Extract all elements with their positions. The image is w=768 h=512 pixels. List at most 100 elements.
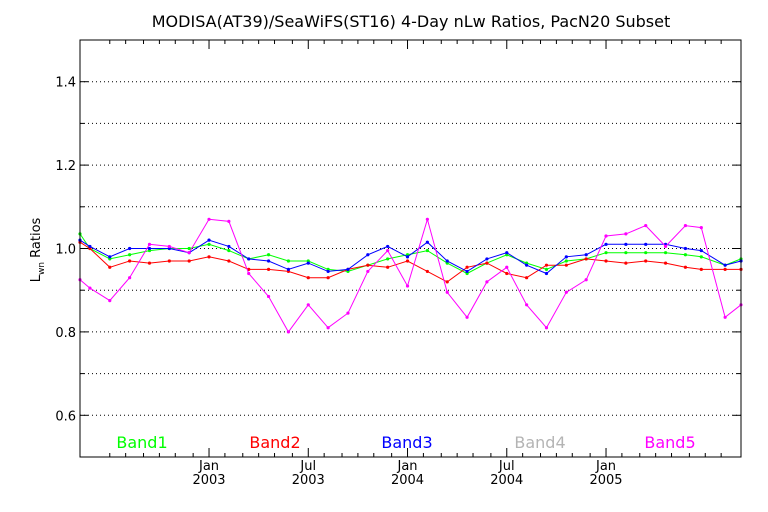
x-tick-label-year: 2005 [589,473,622,488]
data-point [683,246,688,251]
data-point [386,257,390,261]
data-point [425,248,429,253]
data-point [485,257,489,261]
data-point [683,223,688,228]
data-point [699,267,703,271]
x-tick-label-month: Jul [299,459,316,474]
data-point [286,330,291,334]
y-tick-label: 0.6 [55,409,76,424]
data-point [108,265,112,269]
data-point [386,244,390,249]
data-point [247,257,251,261]
y-axis: 0.6 0.8 1.0 1.2 1.4 [55,39,741,458]
data-point [207,242,211,246]
data-point [699,226,703,230]
x-tick-label-year: 2004 [490,473,523,488]
data-point [723,263,727,267]
data-point [505,265,509,269]
data-point [147,261,152,265]
data-point [147,246,152,251]
data-point [386,265,390,269]
y-tick-label: 1.4 [55,76,76,91]
legend-item-band1: Band1 [116,433,167,452]
data-point [108,255,112,259]
data-point [604,242,608,246]
legend: Band1 Band2 Band3 Band4 Band5 [116,433,695,452]
data-point [366,263,370,267]
data-point [88,244,92,249]
data-point [564,263,568,267]
series-line-band5 [79,217,742,333]
data-point [286,259,291,263]
chart-title: MODISA(AT39)/SeaWiFS(ST16) 4-Day nLw Rat… [152,12,671,31]
data-point [525,276,529,280]
data-point [604,259,608,263]
data-point [445,259,449,263]
data-point [187,259,191,263]
x-tick-label-month: Jan [198,459,219,474]
data-point [663,244,668,249]
data-point [644,251,648,255]
y-axis-label: Lwn Ratios [29,217,47,282]
data-point [346,267,350,271]
series-layer [78,217,743,334]
data-point [386,248,390,253]
data-point [425,240,429,244]
series-line-band3 [79,239,742,275]
y-axis-label-main: L [29,274,44,282]
data-point [505,271,509,276]
data-point [266,294,271,299]
data-point [485,261,489,265]
data-point [306,303,310,307]
data-point [227,219,231,223]
data-point [128,246,132,251]
x-tick-label-month: Jan [595,459,616,474]
x-tick-label-month: Jul [498,459,515,474]
data-point [167,259,171,263]
data-point [306,261,310,265]
series-band1 [78,232,743,276]
legend-item-band4: Band4 [514,433,565,452]
data-point [326,276,330,280]
data-point [505,251,509,255]
data-point [644,242,648,246]
legend-item-band5: Band5 [644,433,695,452]
data-point [266,267,271,271]
x-tick-label-year: 2003 [192,473,225,488]
y-axis-label-rest: Ratios [29,217,44,262]
data-point [147,242,152,246]
data-point [604,251,608,255]
data-point [564,290,568,294]
data-point [544,271,549,276]
data-point [584,278,588,282]
data-point [266,253,271,257]
data-point [425,269,429,274]
series-band5 [78,217,743,334]
data-point [108,299,112,303]
data-point [644,259,648,263]
data-point [207,238,211,242]
data-point [465,315,469,319]
data-point [584,257,588,261]
y-tick-label: 1.2 [55,159,76,174]
data-point [604,234,608,238]
data-point [683,253,688,257]
data-point [128,253,132,257]
legend-item-band2: Band2 [249,433,300,452]
data-point [723,267,727,271]
data-point [187,251,191,255]
data-point [128,276,132,280]
data-point [683,265,688,269]
data-point [227,248,231,253]
data-point [326,326,330,330]
data-point [366,269,370,274]
data-point [624,261,628,265]
x-tick-label-year: 2004 [391,473,424,488]
x-tick-label-year: 2003 [292,473,325,488]
data-point [485,280,489,284]
data-point [624,242,628,246]
series-band2 [78,240,743,284]
data-point [366,253,370,257]
data-point [167,244,171,249]
